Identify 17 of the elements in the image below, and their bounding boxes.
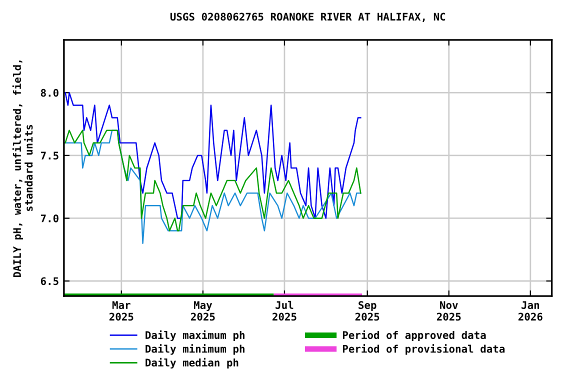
- x-tick-label: May 2025: [190, 301, 215, 321]
- legend-label: Daily minimum ph: [146, 344, 244, 355]
- legend-label: Period of approved data: [342, 330, 486, 342]
- x-tick-label: Nov 2025: [436, 301, 461, 321]
- x-tick-label: Jan 2026: [518, 301, 542, 321]
- legend-label: Period of provisional data: [342, 344, 505, 355]
- x-tick-label: Sep 2025: [355, 301, 380, 321]
- y-tick-label: 6.5: [40, 277, 58, 286]
- x-tick-label: Mar 2025: [109, 301, 134, 321]
- chart-title: USGS 0208062765 ROANOKE RIVER AT HALIFAX, NC: [170, 12, 446, 22]
- y-axis-title: DAILY pH, water, unfiltered, field, standard units: [12, 60, 33, 278]
- y-tick-label: 7.5: [40, 152, 58, 160]
- legend-label: Daily maximum ph: [146, 330, 244, 342]
- x-tick-label: Jul 2025: [272, 300, 296, 321]
- y-tick-label: 8.0: [40, 88, 58, 97]
- y-tick-label: 7.0: [40, 214, 58, 222]
- legend-label: Daily median ph: [146, 358, 238, 369]
